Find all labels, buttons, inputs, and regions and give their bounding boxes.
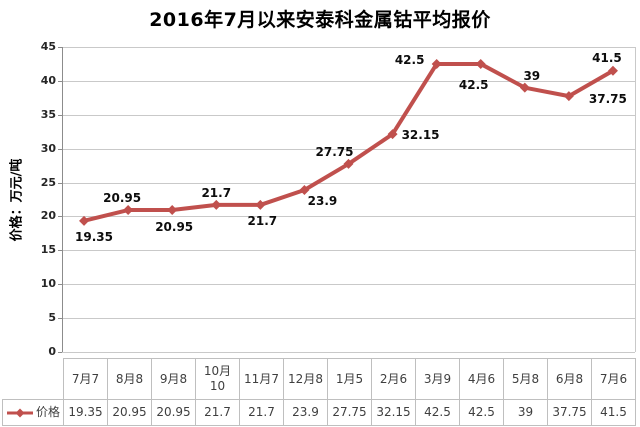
- category-cell: 3月9: [415, 358, 460, 400]
- data-point-label: 42.5: [458, 77, 489, 92]
- table-corner-cell: [2, 358, 64, 400]
- y-tick-label: 30: [40, 141, 56, 155]
- data-point-marker: [475, 58, 486, 69]
- value-cell: 42.5: [459, 399, 504, 426]
- y-tick-label: 40: [40, 73, 56, 87]
- series-line: [82, 61, 615, 223]
- category-cell: 7月6: [591, 358, 636, 400]
- value-cell: 32.15: [371, 399, 416, 426]
- category-cell: 10月10: [195, 358, 240, 400]
- value-cell: 41.5: [591, 399, 636, 426]
- y-tick-label: 5: [48, 310, 56, 324]
- data-point-label: 19.35: [75, 229, 114, 244]
- category-cell: 9月8: [151, 358, 196, 400]
- data-point-label: 27.75: [315, 144, 354, 159]
- category-cell: 12月8: [283, 358, 328, 400]
- category-cell: 8月8: [107, 358, 152, 400]
- data-point-marker: [387, 129, 398, 140]
- value-cell: 20.95: [151, 399, 196, 426]
- data-point-label: 21.7: [247, 213, 278, 228]
- category-cell: 7月7: [63, 358, 108, 400]
- value-cell: 21.7: [195, 399, 240, 426]
- data-point-label: 20.95: [103, 191, 142, 205]
- category-cell: 1月5: [327, 358, 372, 400]
- data-point-marker: [79, 215, 90, 226]
- data-point-marker: [519, 82, 530, 93]
- legend-series-label: 价格: [36, 405, 61, 419]
- value-cell: 27.75: [327, 399, 372, 426]
- data-point-label: 41.5: [592, 50, 622, 65]
- category-cell: 2月6: [371, 358, 416, 400]
- y-tick-label: 0: [48, 344, 56, 358]
- data-point-marker: [431, 58, 442, 69]
- data-point-marker: [255, 199, 266, 210]
- data-point-label: 37.75: [588, 92, 627, 107]
- y-tick-label: 45: [40, 39, 56, 53]
- value-cell: 42.5: [415, 399, 460, 426]
- data-point-marker: [123, 205, 134, 216]
- data-point-label: 21.7: [201, 185, 232, 200]
- data-point-marker: [211, 199, 222, 210]
- data-point-marker: [299, 185, 310, 196]
- value-cell: 21.7: [239, 399, 284, 426]
- data-point-marker: [607, 65, 618, 76]
- value-cell: 23.9: [283, 399, 328, 426]
- data-point-marker: [343, 158, 354, 169]
- data-point-label: 32.15: [401, 128, 440, 143]
- legend-line-marker-icon: [7, 408, 33, 417]
- category-cell: 5月8: [503, 358, 548, 400]
- value-cell: 19.35: [63, 399, 108, 426]
- data-table: 7月7 8月8 9月8 10月10 11月7 12月8 1月5 2月6 3月9 4月6 5月8 6月8…: [2, 358, 636, 426]
- data-point-label: 20.95: [155, 220, 194, 234]
- chart-title: 2016年7月以来安泰科金属钴平均报价: [149, 9, 491, 31]
- value-cell: 20.95: [107, 399, 152, 426]
- legend-cell: 价格: [2, 399, 64, 426]
- data-point-label: 23.9: [307, 194, 338, 208]
- category-cell: 6月8: [547, 358, 592, 400]
- y-tick-label: 20: [40, 208, 56, 222]
- data-point-label: 39: [523, 68, 541, 83]
- category-cell: 11月7: [239, 358, 284, 400]
- category-cell: 4月6: [459, 358, 504, 400]
- value-cell: 37.75: [547, 399, 592, 426]
- y-tick-label: 15: [40, 242, 56, 256]
- value-cell: 39: [503, 399, 548, 426]
- data-point-marker: [167, 205, 178, 216]
- y-tick-label: 10: [40, 276, 56, 290]
- y-tick-label: 35: [40, 107, 56, 121]
- data-point-marker: [563, 91, 574, 102]
- y-tick-label: 25: [40, 175, 56, 189]
- data-point-label: 42.5: [394, 52, 425, 67]
